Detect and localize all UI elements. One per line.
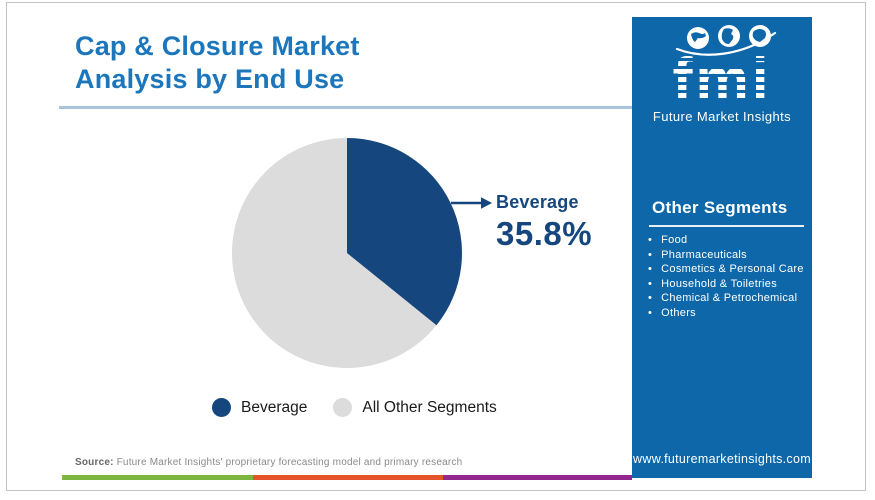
source-note: Source: Future Market Insights' propriet… — [75, 457, 462, 468]
list-item-chemical-petrochemical: Chemical & Petrochemical — [648, 291, 804, 306]
legend-item-beverage: Beverage — [212, 398, 307, 417]
list-item-cosmetics-personal-care: Cosmetics & Personal Care — [648, 262, 804, 277]
stripe-green — [62, 475, 253, 480]
fmi-wordmark-text: fmi — [672, 46, 772, 113]
page-title-line1: Cap & Closure Market — [75, 31, 360, 61]
pie-slice-beverage — [347, 138, 462, 326]
stripe-purple — [443, 475, 632, 480]
legend-label-all-other-segments: All Other Segments — [362, 398, 497, 416]
fmi-wordmark: fmi — [672, 50, 772, 110]
website-link[interactable]: www.futuremarketinsights.com — [633, 452, 811, 466]
other-segments-list: Food Pharmaceuticals Cosmetics & Persona… — [648, 233, 804, 320]
source-text: Future Market Insights' proprietary fore… — [113, 457, 463, 468]
callout-value: 35.8% — [496, 215, 593, 252]
source-label: Source: — [75, 457, 114, 468]
page-title-line2: Analysis by End Use — [75, 63, 345, 94]
pie-callout: Beverage 35.8% — [496, 192, 592, 253]
legend-swatch-beverage — [212, 398, 231, 417]
legend-label-beverage: Beverage — [241, 398, 308, 416]
globe-asia-pacific-icon — [749, 25, 771, 47]
page-title: Cap & Closure Market Analysis by End Use — [75, 30, 360, 96]
fmi-logo: fmi Future Market Insights — [632, 23, 812, 124]
logo-tagline: Future Market Insights — [652, 109, 792, 124]
chart-legend: Beverage All Other Segments — [212, 398, 497, 417]
callout-arrow-head — [481, 197, 492, 209]
pie-chart — [232, 138, 492, 368]
list-item-food: Food — [648, 233, 804, 248]
stripe-orange — [253, 475, 443, 480]
globe-europe-africa-icon — [718, 25, 740, 47]
legend-swatch-all-other-segments — [333, 398, 353, 417]
footer-stripe — [62, 475, 632, 480]
callout-label: Beverage — [496, 192, 579, 212]
title-divider — [59, 106, 632, 109]
list-item-pharmaceuticals: Pharmaceuticals — [648, 248, 804, 263]
other-segments-underline — [649, 225, 804, 227]
other-segments-heading: Other Segments — [652, 198, 788, 217]
legend-item-all-other-segments: All Other Segments — [333, 398, 497, 417]
sidebar: fmi Future Market Insights Other Segment… — [632, 17, 812, 478]
list-item-household-toiletries: Household & Toiletries — [648, 277, 804, 292]
globe-americas-icon — [687, 27, 709, 49]
list-item-others: Others — [648, 306, 804, 321]
globes-icon — [675, 25, 777, 56]
